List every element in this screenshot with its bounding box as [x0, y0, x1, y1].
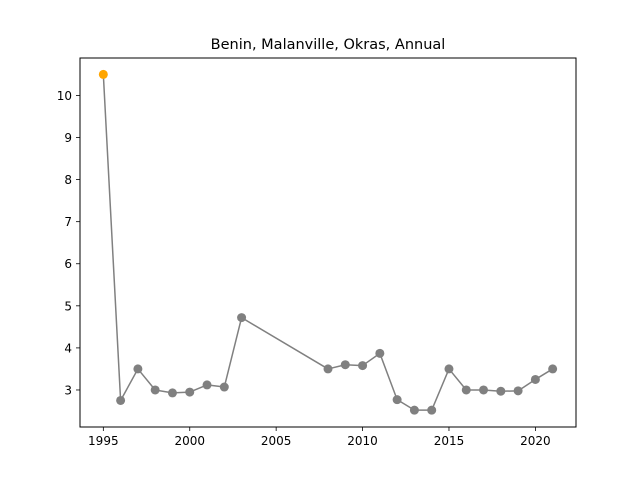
y-tick-label: 8: [64, 173, 72, 187]
x-tick-label: 2005: [261, 434, 292, 448]
data-point: [427, 405, 437, 415]
data-point: [219, 382, 229, 392]
data-point: [202, 380, 212, 390]
data-point: [479, 385, 489, 395]
y-tick-label: 5: [64, 299, 72, 313]
x-tick-label: 2000: [174, 434, 205, 448]
plot-area-frame: [79, 57, 577, 428]
data-point: [513, 386, 523, 396]
data-point: [150, 385, 160, 395]
data-point: [340, 360, 350, 370]
y-tick-label: 10: [57, 89, 72, 103]
y-axis-ticks: 3 4 5 6 7 8 9 10: [57, 89, 80, 397]
data-point: [133, 364, 143, 374]
y-tick-label: 4: [64, 341, 72, 355]
x-tick-label: 1995: [88, 434, 119, 448]
data-point: [461, 385, 471, 395]
y-tick-label: 3: [64, 383, 72, 397]
data-point: [116, 395, 126, 405]
x-tick-label: 2015: [434, 434, 465, 448]
x-tick-label: 2020: [520, 434, 551, 448]
data-point: [409, 405, 419, 415]
y-tick-label: 9: [64, 131, 72, 145]
data-point: [530, 374, 540, 384]
data-point: [323, 364, 333, 374]
data-point: [496, 386, 506, 396]
data-point: [185, 387, 195, 397]
x-tick-label: 2010: [347, 434, 378, 448]
data-point: [358, 361, 368, 371]
highlighted-data-point: [98, 69, 108, 79]
x-axis-ticks: 1995 2000 2005 2010 2015 2020: [88, 427, 551, 448]
y-tick-label: 6: [64, 257, 72, 271]
series-line: [102, 74, 554, 411]
data-point: [548, 364, 558, 374]
y-tick-label: 7: [64, 215, 72, 229]
chart-title: Benin, Malanville, Okras, Annual: [211, 37, 446, 53]
data-point: [375, 348, 385, 358]
data-point: [167, 388, 177, 398]
data-point: [444, 364, 454, 374]
data-point: [237, 313, 247, 323]
data-point: [392, 395, 402, 405]
price-series: [98, 69, 558, 415]
